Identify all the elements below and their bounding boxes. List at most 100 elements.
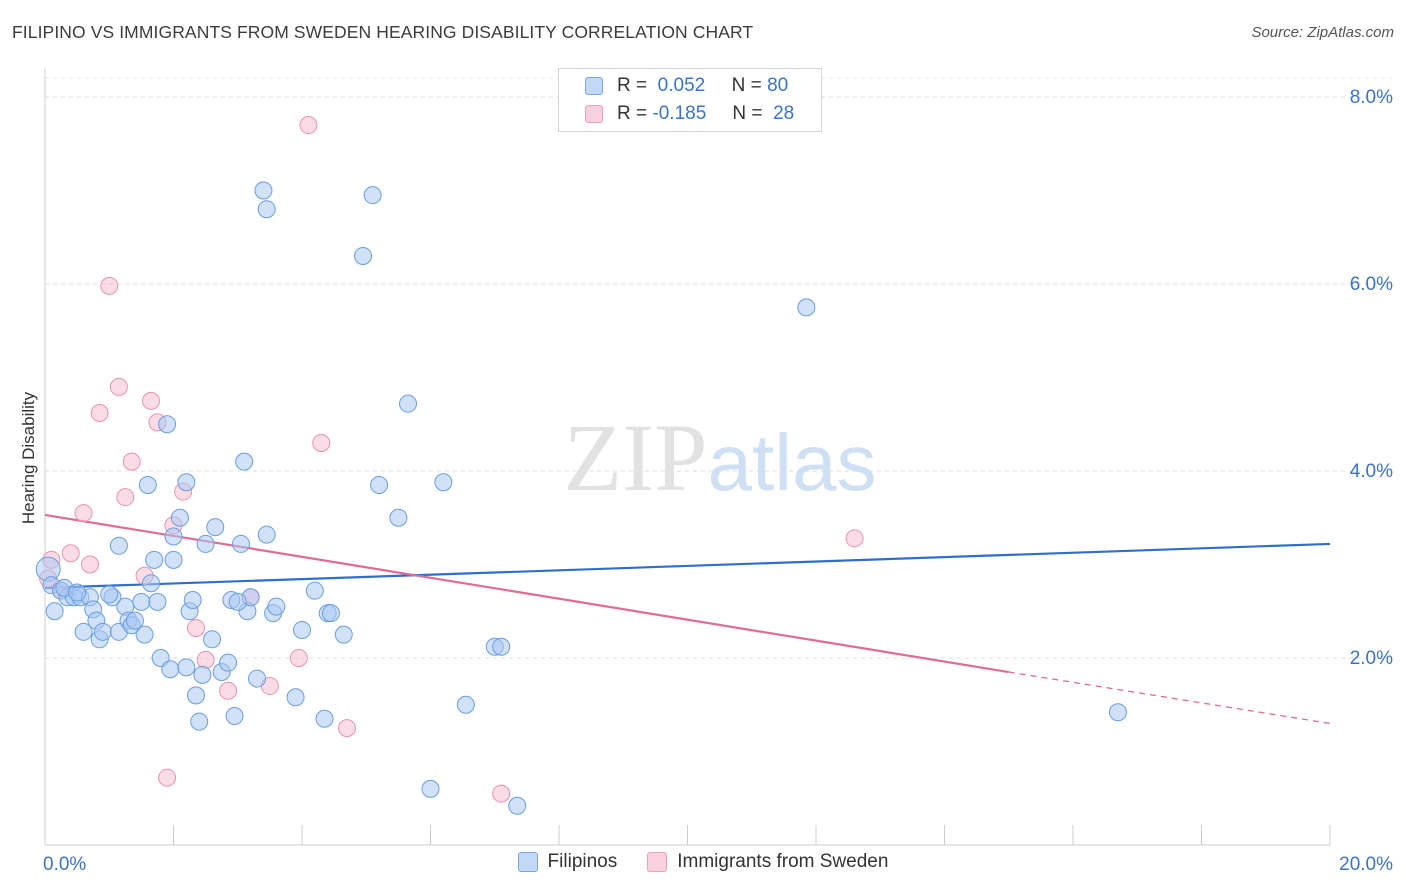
filipinos-point (74, 622, 93, 641)
filipinos-point (334, 625, 353, 644)
x-tick-label: 0.0% (43, 854, 86, 875)
filipinos-point (177, 473, 196, 492)
filipinos-point (797, 298, 816, 317)
filipinos-point (389, 508, 408, 527)
n-value: 80 (767, 75, 789, 96)
y-tick-label: 6.0% (1350, 274, 1393, 295)
filipinos-point (257, 200, 276, 219)
filipinos-point (148, 592, 167, 611)
filipinos-point (186, 686, 205, 705)
filipinos-trend-line (44, 542, 1331, 589)
sweden-point (142, 391, 161, 410)
sweden-point (492, 784, 511, 803)
filipinos-point (231, 534, 250, 553)
legend-item-filipinos: Filipinos (517, 851, 618, 873)
stats-row-filipinos: R = 0.052 N = 80 (585, 74, 788, 98)
sweden-point (116, 488, 135, 507)
sweden-point (109, 377, 128, 396)
filipinos-point (125, 611, 144, 630)
filipinos-point (421, 779, 440, 798)
legend-label: Filipinos (547, 851, 618, 872)
legend-item-sweden: Immigrants from Sweden (647, 851, 888, 873)
filipinos-point (225, 706, 244, 725)
y-tick-label: 8.0% (1350, 87, 1393, 108)
r-label: R = (617, 103, 648, 124)
filipinos-point (305, 581, 324, 600)
filipinos-point (164, 527, 183, 546)
sweden-point (299, 116, 318, 135)
filipinos-point (164, 550, 183, 569)
legend-label: Immigrants from Sweden (677, 851, 889, 872)
filipinos-point (145, 550, 164, 569)
chart-title: FILIPINO VS IMMIGRANTS FROM SWEDEN HEARI… (12, 22, 754, 42)
sweden-point (74, 504, 93, 523)
filipinos-point (1108, 703, 1127, 722)
r-value: -0.185 (652, 103, 707, 124)
sweden-point (845, 529, 864, 548)
sweden-point (100, 276, 119, 295)
filipinos-swatch (585, 77, 603, 95)
sweden-point (61, 544, 80, 563)
filipinos-point (456, 695, 475, 714)
filipinos-point (354, 246, 373, 265)
n-value: 28 (773, 103, 795, 124)
filipinos-point (45, 602, 64, 621)
filipinos-point (235, 452, 254, 471)
sweden-point (122, 452, 141, 471)
series-legend: Filipinos Immigrants from Sweden (0, 851, 1406, 873)
filipinos-point (492, 637, 511, 656)
filipinos-point (228, 592, 247, 611)
sweden-point (186, 619, 205, 638)
filipinos-point (158, 415, 177, 434)
filipinos-point (399, 394, 418, 413)
filipinos-point (161, 660, 180, 679)
filipinos-point (508, 796, 527, 815)
filipinos-point (206, 518, 225, 537)
filipinos-point (286, 688, 305, 707)
filipinos-point (321, 604, 340, 623)
r-value: 0.052 (657, 75, 706, 96)
sweden-trend-line-extension (1008, 671, 1331, 725)
filipinos-point (257, 525, 276, 544)
filipinos-point (363, 186, 382, 205)
x-tick-label: 20.0% (1339, 854, 1393, 875)
filipinos-point (183, 591, 202, 610)
sweden-swatch (647, 852, 668, 872)
stats-row-sweden: R = -0.185 N = 28 (585, 102, 794, 126)
filipinos-point (142, 574, 161, 593)
filipinos-point (248, 669, 267, 688)
filipinos-point (196, 534, 215, 553)
filipinos-point (267, 597, 286, 616)
filipinos-point (135, 625, 154, 644)
filipinos-point (254, 181, 273, 200)
filipinos-point (138, 476, 157, 495)
grid-layer (45, 77, 1392, 659)
filipinos-point (203, 630, 222, 649)
filipinos-point (434, 473, 453, 492)
sweden-point (219, 681, 238, 700)
sweden-point (337, 719, 356, 738)
y-axis-label: Hearing Disability (19, 391, 38, 524)
filipinos-point (170, 508, 189, 527)
sweden-point (312, 433, 331, 452)
filipinos-point (293, 620, 311, 639)
y-tick-label: 2.0% (1350, 648, 1393, 669)
filipinos-point (177, 658, 196, 677)
watermark: ZIPatlas (564, 404, 877, 511)
sweden-point (90, 404, 109, 423)
sweden-point (289, 649, 308, 667)
y-tick-label: 4.0% (1350, 461, 1393, 482)
source-label: Source: ZipAtlas.com (1251, 24, 1394, 41)
n-label: N = (731, 75, 762, 96)
sweden-point (80, 555, 99, 574)
filipinos-point (315, 709, 334, 728)
filipinos-point (100, 585, 119, 604)
filipinos-point (109, 536, 128, 555)
filipinos-point (190, 712, 209, 731)
filipinos-point (219, 653, 238, 672)
filipinos-swatch (517, 852, 538, 872)
filipinos-point (132, 592, 151, 611)
sweden-point (158, 768, 177, 787)
filipinos-point (193, 665, 212, 684)
